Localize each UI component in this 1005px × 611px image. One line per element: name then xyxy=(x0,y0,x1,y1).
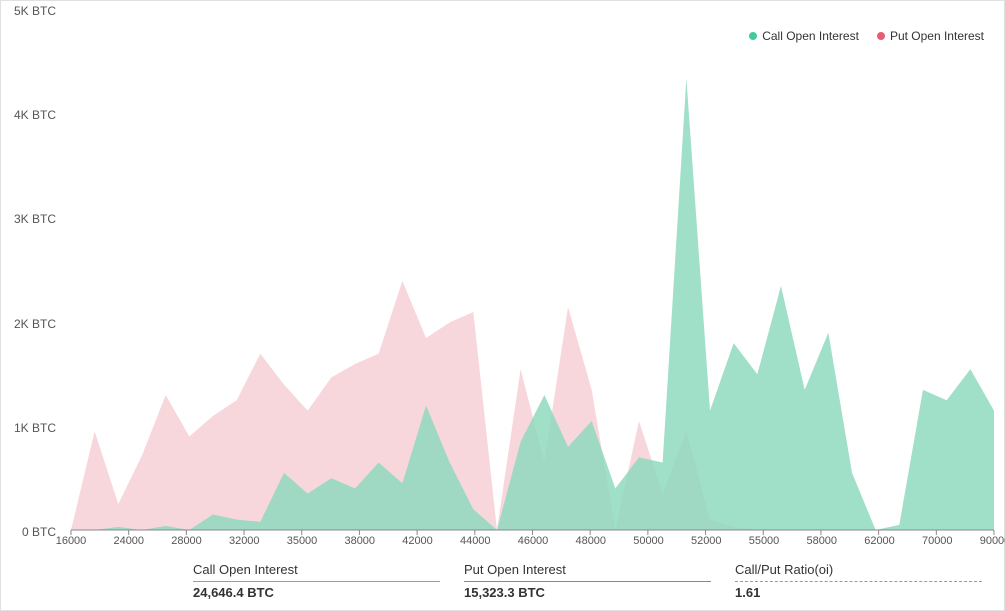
x-tick-label: 52000 xyxy=(691,535,722,547)
stat-value: 24,646.4 BTC xyxy=(193,585,440,600)
y-tick-label: 4K BTC xyxy=(14,108,56,122)
y-tick-label: 1K BTC xyxy=(14,421,56,435)
x-tick-label: 32000 xyxy=(229,535,260,547)
divider-line xyxy=(735,581,982,582)
x-tick-label: 70000 xyxy=(922,535,953,547)
x-tick-label: 50000 xyxy=(633,535,664,547)
stats-row: Call Open Interest 24,646.4 BTC Put Open… xyxy=(181,562,994,602)
x-tick-label: 90000 xyxy=(980,535,1005,547)
y-tick-label: 5K BTC xyxy=(14,4,56,18)
area-chart-svg xyxy=(71,11,994,530)
y-tick-label: 3K BTC xyxy=(14,212,56,226)
stat-put-oi: Put Open Interest 15,323.3 BTC xyxy=(452,562,723,602)
x-tick-label: 38000 xyxy=(344,535,375,547)
y-tick-label: 0 BTC xyxy=(22,525,56,539)
plot-area xyxy=(71,11,994,530)
chart-container: Call Open Interest Put Open Interest 0 B… xyxy=(0,0,1005,611)
stat-title: Call/Put Ratio(oi) xyxy=(735,562,982,577)
y-axis: 0 BTC1K BTC2K BTC3K BTC4K BTC5K BTC xyxy=(1,11,61,530)
x-axis: 1600024000280003200035000380004200044000… xyxy=(71,535,994,555)
x-tick-label: 24000 xyxy=(113,535,144,547)
x-tick-label: 48000 xyxy=(575,535,606,547)
x-tick-label: 55000 xyxy=(749,535,780,547)
x-tick-label: 16000 xyxy=(56,535,87,547)
x-tick-label: 44000 xyxy=(460,535,491,547)
stat-ratio: Call/Put Ratio(oi) 1.61 xyxy=(723,562,994,602)
x-tick-label: 62000 xyxy=(864,535,895,547)
x-tick-label: 35000 xyxy=(287,535,318,547)
stat-title: Put Open Interest xyxy=(464,562,711,577)
stat-value: 1.61 xyxy=(735,585,982,600)
x-tick-label: 46000 xyxy=(518,535,549,547)
y-tick-label: 2K BTC xyxy=(14,317,56,331)
x-tick-label: 42000 xyxy=(402,535,433,547)
x-tick-label: 58000 xyxy=(806,535,837,547)
divider-line xyxy=(464,581,711,582)
divider-line xyxy=(193,581,440,582)
stat-call-oi: Call Open Interest 24,646.4 BTC xyxy=(181,562,452,602)
stat-value: 15,323.3 BTC xyxy=(464,585,711,600)
stat-title: Call Open Interest xyxy=(193,562,440,577)
x-tick-label: 28000 xyxy=(171,535,202,547)
